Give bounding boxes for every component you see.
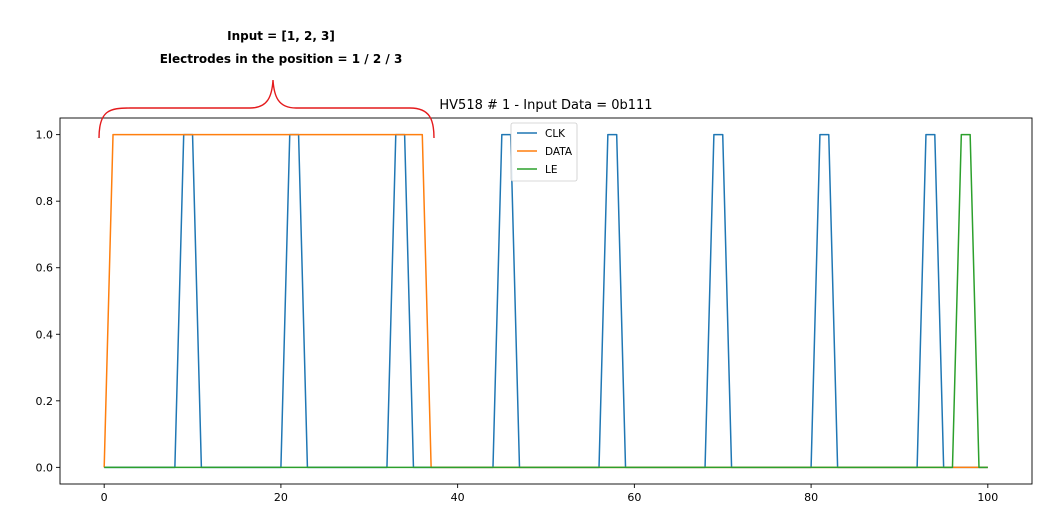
x-tick-label: 20 [274, 491, 288, 504]
y-tick-label: 0.8 [36, 195, 54, 208]
y-tick-label: 0.4 [36, 328, 54, 341]
chart-title: HV518 # 1 - Input Data = 0b111 [439, 98, 653, 113]
x-tick-label: 40 [451, 491, 465, 504]
series-line-le [104, 133, 988, 469]
annotation-input-text: Input = [1, 2, 3] [227, 29, 335, 43]
annotation-electrodes-text: Electrodes in the position = 1 / 2 / 3 [159, 52, 403, 66]
series-layer [103, 133, 988, 469]
annotation-brace [98, 79, 435, 139]
x-tick-label: 80 [804, 491, 818, 504]
legend-label-data: DATA [545, 146, 573, 158]
axes-frame [59, 117, 1033, 485]
y-tick-label: 0.6 [36, 262, 54, 275]
y-tick-label: 1.0 [36, 129, 54, 142]
y-tick-label: 0.0 [36, 461, 54, 474]
axes-layer: 0 20 40 60 80 100 0.0 0.2 0.4 0.6 0.8 1.0 [36, 117, 1033, 504]
x-tick-label: 100 [977, 491, 998, 504]
legend: CLK DATA LE [510, 122, 578, 182]
legend-label-le: LE [545, 164, 557, 176]
legend-box [510, 122, 578, 182]
y-tick-label: 0.2 [36, 395, 54, 408]
x-tick-label: 0 [101, 491, 108, 504]
legend-label-clk: CLK [545, 128, 566, 140]
x-tick-label: 60 [627, 491, 641, 504]
